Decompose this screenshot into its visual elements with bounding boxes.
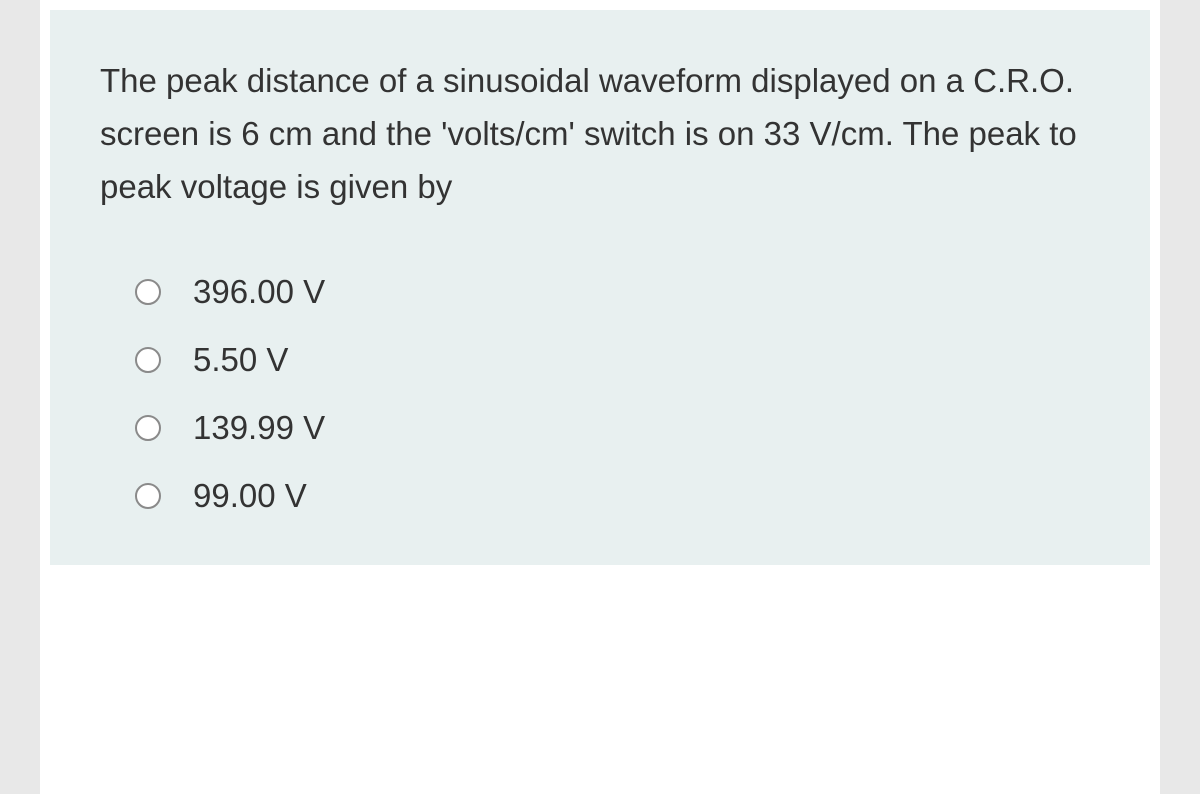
radio-icon[interactable] [135, 483, 161, 509]
option-row[interactable]: 139.99 V [135, 409, 1100, 447]
radio-icon[interactable] [135, 415, 161, 441]
option-row[interactable]: 5.50 V [135, 341, 1100, 379]
option-row[interactable]: 99.00 V [135, 477, 1100, 515]
question-card: The peak distance of a sinusoidal wavefo… [50, 10, 1150, 565]
radio-icon[interactable] [135, 347, 161, 373]
option-row[interactable]: 396.00 V [135, 273, 1100, 311]
option-label: 396.00 V [193, 273, 325, 311]
option-label: 99.00 V [193, 477, 307, 515]
option-label: 139.99 V [193, 409, 325, 447]
radio-icon[interactable] [135, 279, 161, 305]
question-text: The peak distance of a sinusoidal wavefo… [100, 55, 1100, 213]
option-label: 5.50 V [193, 341, 288, 379]
options-list: 396.00 V 5.50 V 139.99 V 99.00 V [100, 273, 1100, 515]
outer-container: The peak distance of a sinusoidal wavefo… [40, 0, 1160, 794]
